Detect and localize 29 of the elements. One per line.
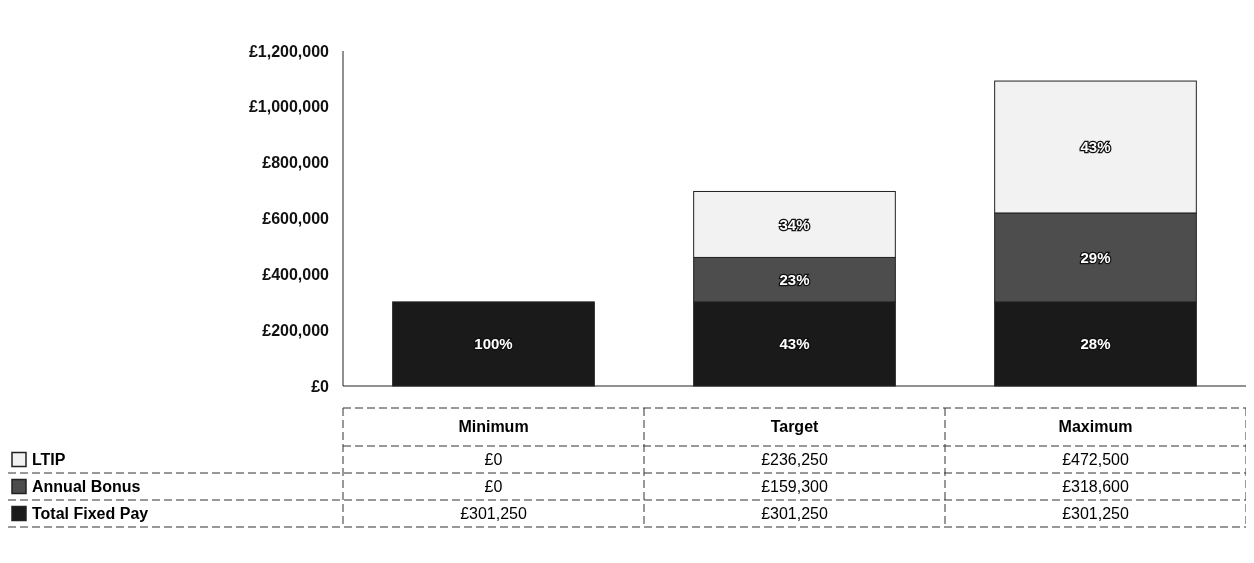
annotation: 43%: [779, 335, 810, 353]
data-label: £318,600: [1062, 478, 1129, 496]
x-tick-label: Target: [770, 418, 820, 435]
legend-label: Annual Bonus: [32, 478, 141, 496]
x-tick-label: Minimum: [458, 418, 529, 435]
y-tick-label: £800,000: [262, 154, 330, 172]
y-tick-label: £600,000: [262, 210, 330, 228]
x-tick-label: Maximum: [1058, 418, 1133, 435]
data-label: £159,300: [761, 478, 828, 496]
data-label: £301,250: [460, 505, 527, 523]
y-tick-label: £400,000: [262, 265, 330, 283]
y-tick-label: £1,000,000: [248, 98, 330, 116]
annotation: 28%: [1080, 335, 1111, 353]
data-label: £472,500: [1062, 451, 1129, 469]
y-tick-label: £0: [311, 377, 330, 395]
y-tick-label: £1,200,000: [248, 42, 330, 60]
data-label: £236,250: [761, 451, 828, 469]
data-label: £0: [484, 478, 503, 496]
annotation: 23%: [779, 270, 810, 288]
data-label: £0: [484, 451, 503, 469]
legend-label: LTIP: [32, 451, 66, 469]
data-label: £301,250: [761, 505, 828, 523]
legend-label: Total Fixed Pay: [32, 505, 149, 523]
annotation: 43%: [1080, 138, 1111, 156]
annotation: 34%: [779, 215, 810, 233]
annotation: 29%: [1080, 248, 1111, 266]
y-tick-label: £200,000: [262, 321, 330, 339]
data-label: £301,250: [1062, 505, 1129, 523]
annotation: 100%: [474, 335, 513, 353]
